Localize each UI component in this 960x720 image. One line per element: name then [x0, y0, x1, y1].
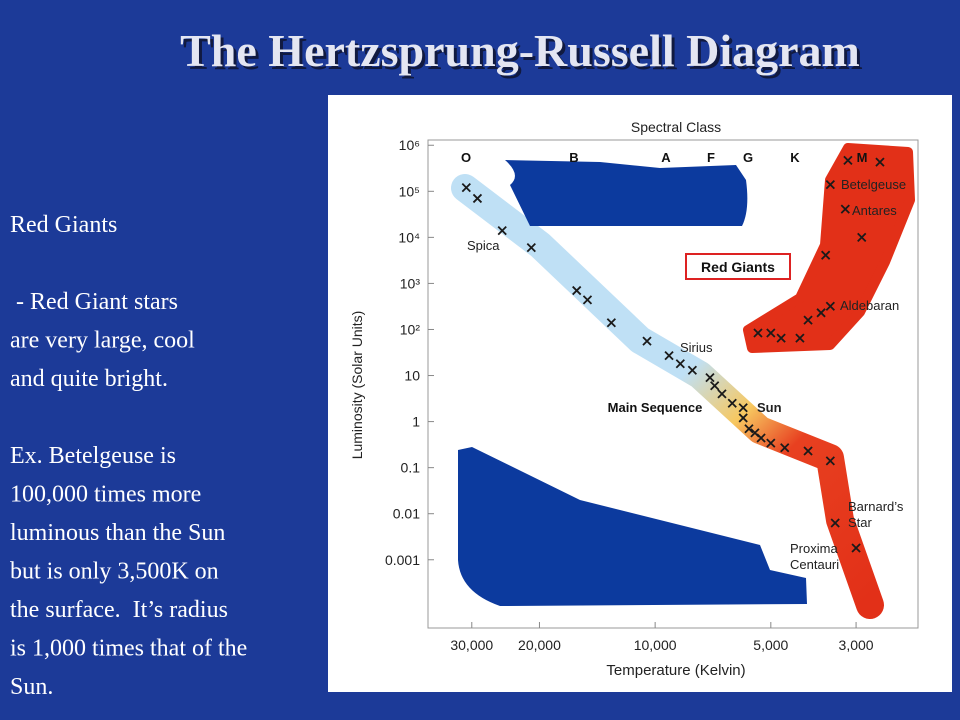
spectral-class: F	[707, 150, 715, 165]
star-label: Spica	[467, 238, 500, 253]
label-box	[685, 253, 791, 280]
star-marker	[606, 318, 616, 328]
x-tick-label: 3,000	[839, 637, 874, 653]
body-line: are very large, cool	[10, 328, 195, 354]
star-marker	[664, 351, 674, 361]
spectral-class: G	[743, 150, 753, 165]
star-label: Betelgeuse	[841, 177, 906, 192]
star-marker	[472, 193, 483, 204]
y-tick-label: 0.01	[393, 506, 420, 522]
region-label: Red Giants	[701, 259, 775, 275]
y-tick-label: 0.1	[401, 460, 421, 476]
body-line: Sun.	[10, 674, 53, 700]
star-label: Centauri	[790, 557, 839, 572]
star-marker	[717, 389, 727, 399]
star-marker	[738, 413, 748, 423]
star-marker	[705, 373, 715, 383]
x-tick-label: 30,000	[450, 637, 493, 653]
slide-title: The Hertzsprung-Russell Diagram	[180, 25, 860, 76]
star-marker	[830, 518, 840, 528]
x-axis-label: Temperature (Kelvin)	[606, 662, 745, 679]
star-marker	[526, 242, 536, 253]
body-line: the surface. It’s radius	[10, 597, 228, 623]
star-marker	[687, 365, 698, 375]
star-marker	[753, 328, 763, 338]
star-marker	[803, 315, 813, 325]
star-marker	[776, 333, 786, 343]
y-axis-label: Luminosity (Solar Units)	[349, 311, 365, 460]
star-marker	[582, 295, 593, 305]
y-tick-label: 10²	[400, 321, 421, 337]
body-line: and quite bright.	[10, 366, 168, 392]
star-marker	[857, 232, 867, 242]
star-marker	[766, 438, 776, 448]
cover-blob	[505, 160, 748, 226]
star-marker	[497, 225, 507, 236]
x-tick-label: 5,000	[753, 637, 788, 653]
cover-blob	[458, 447, 807, 606]
star-label: Barnard’s	[848, 499, 904, 514]
star-label: Sun	[757, 400, 782, 415]
star-marker	[803, 446, 813, 456]
top-axis-label: Spectral Class	[631, 119, 721, 135]
star-label: Star	[848, 515, 873, 530]
star-marker	[840, 204, 850, 214]
y-tick-label: 10⁴	[398, 229, 420, 245]
spectral-class: A	[661, 150, 671, 165]
star-marker	[744, 424, 754, 434]
star-marker	[710, 381, 720, 391]
star-marker	[843, 155, 853, 165]
x-tick-label: 10,000	[634, 637, 677, 653]
spectral-class: O	[461, 150, 471, 165]
y-tick-label: 10⁶	[399, 137, 420, 153]
star-marker	[461, 183, 471, 193]
star-marker	[825, 456, 835, 466]
y-tick-label: 10⁵	[399, 183, 420, 199]
star-label: Sirius	[680, 340, 713, 355]
region-label: Main Sequence	[608, 400, 703, 415]
body-line: 100,000 times more	[10, 482, 201, 508]
body-line: but is only 3,500K on	[10, 559, 219, 585]
star-marker	[825, 179, 835, 190]
star-marker	[756, 433, 766, 443]
spectral-class: B	[569, 150, 578, 165]
body-line: Ex. Betelgeuse is	[10, 443, 176, 469]
star-marker	[738, 403, 748, 413]
body-line: luminous than the Sun	[10, 520, 225, 546]
main-sequence-band	[451, 174, 884, 619]
star-marker	[851, 543, 861, 553]
star-label: Aldebaran	[840, 298, 899, 313]
star-marker	[795, 333, 805, 343]
red-giant-region	[743, 143, 915, 353]
star-label: Antares	[852, 203, 897, 218]
star-marker	[572, 285, 582, 296]
body-line: is 1,000 times that of the	[10, 636, 247, 662]
body-line: - Red Giant stars	[10, 289, 178, 315]
star-marker	[766, 328, 776, 338]
spectral-class: K	[790, 150, 800, 165]
star-marker	[825, 301, 835, 311]
star-marker	[875, 157, 885, 167]
star-label: Proxima	[790, 541, 838, 556]
title-shadow: The Hertzsprung-Russell Diagram	[183, 28, 863, 79]
x-tick-label: 20,000	[518, 637, 561, 653]
y-tick-label: 10	[404, 368, 420, 384]
spectral-class: M	[857, 150, 868, 165]
star-marker	[727, 398, 737, 408]
y-tick-label: 10³	[400, 275, 421, 291]
body-text: Red Giants - Red Giant stars are very lar…	[10, 212, 247, 700]
plot-frame	[427, 139, 919, 629]
body-line: Red Giants	[10, 212, 117, 238]
y-tick-label: 0.001	[385, 552, 420, 568]
star-marker	[816, 308, 826, 318]
star-marker	[821, 250, 831, 260]
star-marker	[642, 336, 652, 346]
y-tick-label: 1	[412, 414, 420, 430]
star-marker	[675, 359, 685, 369]
star-marker	[780, 443, 790, 453]
